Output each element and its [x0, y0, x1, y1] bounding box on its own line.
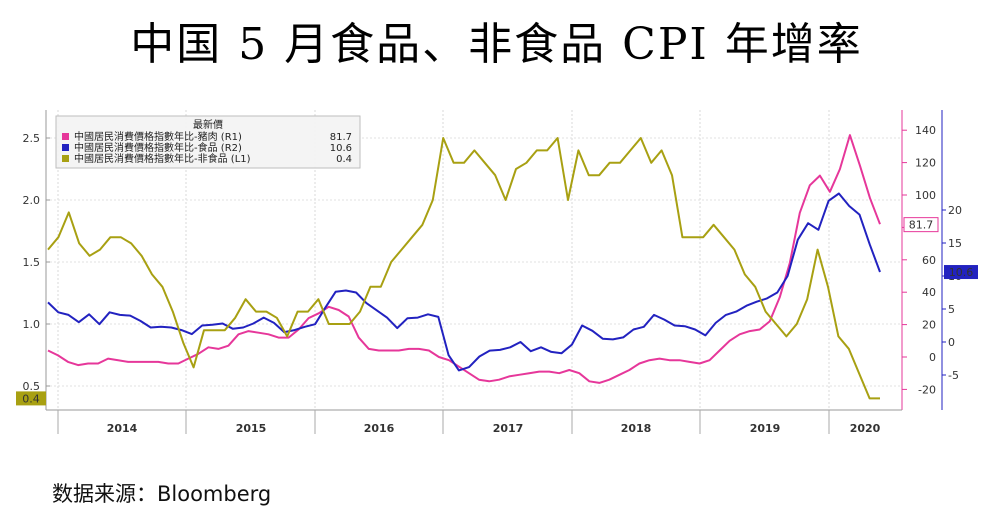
r1-tick-label: 0 — [929, 351, 936, 364]
series-line — [47, 134, 881, 384]
r1-tick-label: 140 — [915, 124, 936, 137]
legend-swatch — [62, 144, 69, 151]
data-source: 数据来源：Bloomberg — [52, 482, 272, 506]
r2-tick-label: 15 — [948, 237, 962, 250]
r2-tick-label: 0 — [948, 336, 955, 349]
r1-tick-label: 120 — [915, 157, 936, 170]
r2-tick-label: 5 — [948, 303, 955, 316]
x-tick-label: 2015 — [236, 422, 267, 435]
r1-tick-label: 100 — [915, 189, 936, 202]
r1-tick-label: -20 — [918, 383, 936, 396]
latest-value-text: 0.4 — [22, 392, 40, 405]
legend-swatch — [62, 133, 69, 140]
r1-tick-label: 40 — [922, 286, 936, 299]
r2-tick-label: -5 — [948, 369, 959, 382]
latest-value-tag — [903, 217, 939, 233]
series-line — [47, 192, 881, 372]
x-tick-label: 2018 — [621, 422, 652, 435]
x-tick-label: 2019 — [750, 422, 781, 435]
legend-label: 中國居民消費價格指數年比-豬肉 (R1) — [74, 130, 242, 143]
left-tick-label: 1.0 — [23, 318, 41, 331]
latest-value-tag — [944, 265, 978, 280]
legend-swatch — [62, 155, 69, 162]
r2-tick-label: 20 — [948, 204, 962, 217]
latest-value-text: 10.6 — [949, 266, 974, 279]
x-tick-label: 2016 — [364, 422, 395, 435]
latest-value-tag — [16, 391, 46, 406]
legend-label: 中國居民消費價格指數年比-非食品 (L1) — [74, 152, 251, 165]
r1-tick-label: 60 — [922, 254, 936, 267]
chart-title: 中国 5 月食品、非食品 CPI 年增率 — [130, 19, 863, 70]
legend-value: 0.4 — [336, 154, 352, 165]
legend-box — [55, 115, 361, 169]
left-tick-label: 0.5 — [23, 380, 41, 393]
legend-value: 81.7 — [330, 132, 352, 143]
left-tick-label: 2.0 — [23, 194, 41, 207]
x-tick-label: 2017 — [493, 422, 524, 435]
series-line — [47, 137, 880, 400]
latest-value-text: 81.7 — [909, 219, 934, 232]
r1-tick-label: 20 — [922, 319, 936, 332]
legend-value: 10.6 — [330, 143, 352, 154]
legend-label: 中國居民消費價格指數年比-食品 (R2) — [74, 141, 242, 154]
legend-header: 最新價 — [193, 118, 223, 131]
x-tick-label: 2020 — [850, 422, 881, 435]
x-tick-label: 2014 — [107, 422, 138, 435]
left-tick-label: 2.5 — [23, 132, 41, 145]
left-tick-label: 1.5 — [23, 256, 41, 269]
